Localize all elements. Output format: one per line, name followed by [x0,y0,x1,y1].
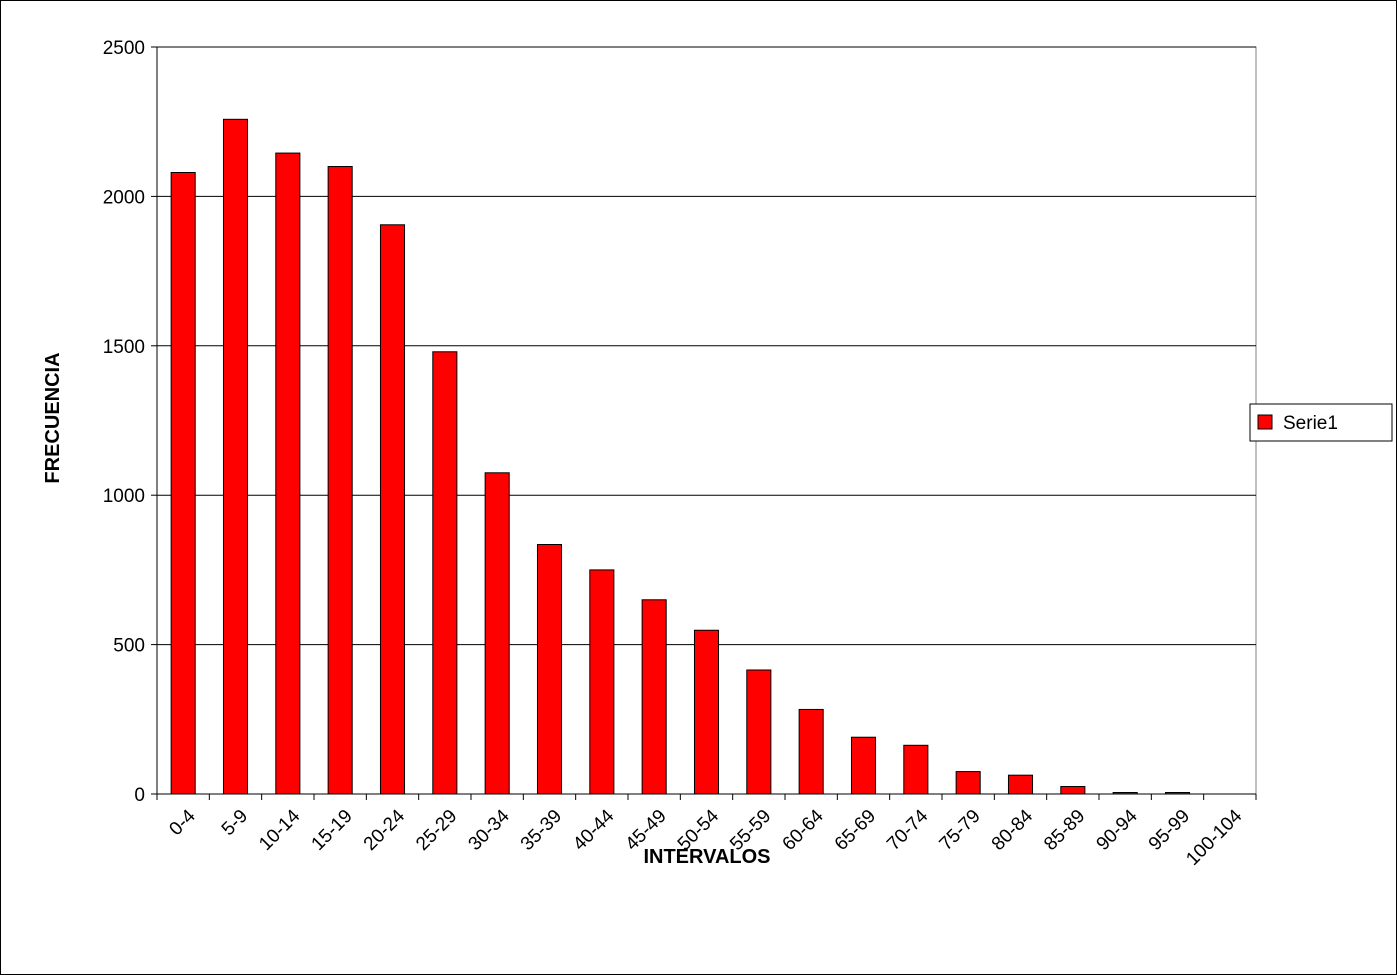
y-axis-ticks: 0 500 1000 1500 2000 2500 [103,38,157,806]
legend-box [1249,403,1393,442]
bar [955,771,981,795]
bars [170,118,1191,795]
bar [850,736,877,795]
y-tick-label: 1500 [103,337,145,358]
y-tick-label: 0 [134,785,145,806]
bar [1060,786,1086,795]
y-tick-label: 2500 [103,38,145,59]
bar [275,152,301,795]
axes [156,47,1256,795]
y-tick-label: 1000 [103,486,145,507]
bar [693,629,720,795]
bar [327,166,353,795]
bar [484,472,510,795]
y-tick-label: 2000 [103,187,145,208]
x-axis-title: INTERVALOS [643,846,770,868]
bar [432,351,458,795]
bar [536,544,563,795]
bar [746,669,772,795]
bar [798,708,824,795]
legend: Serie1 [1249,403,1393,442]
y-tick-label: 500 [113,636,145,657]
y-axis-title: FRECUENCIA [42,352,64,483]
bar [903,744,929,795]
bar [641,599,667,795]
legend-swatch [1257,414,1273,430]
bar [222,118,249,795]
legend-label: Serie1 [1283,413,1338,434]
bar [589,569,615,795]
bar [170,171,196,795]
bar [1007,774,1034,795]
bar [379,224,406,795]
